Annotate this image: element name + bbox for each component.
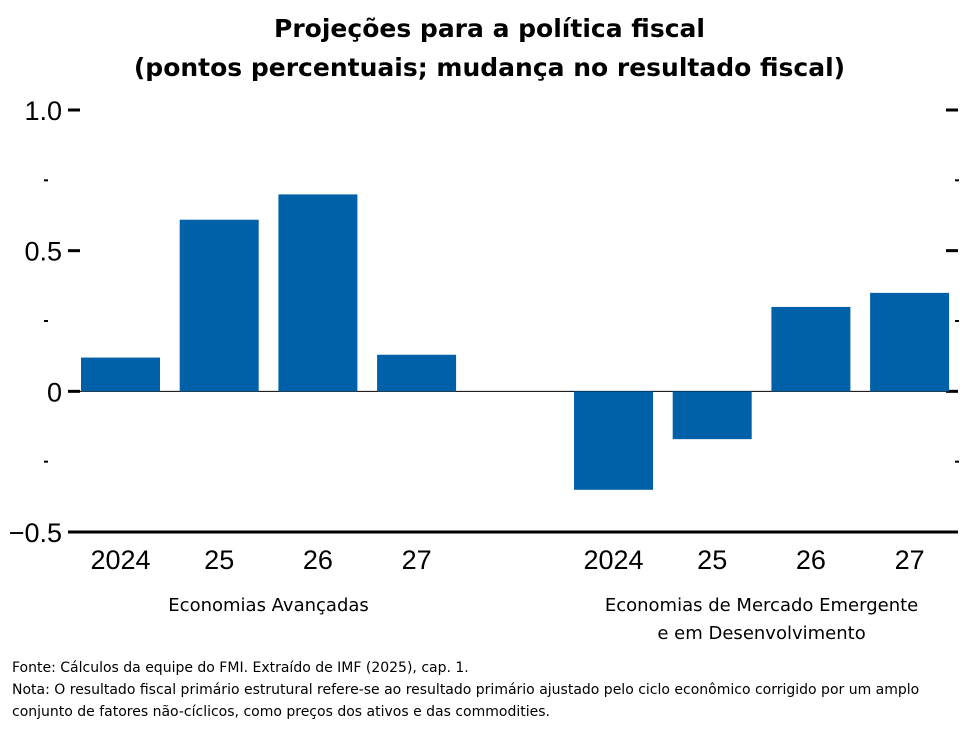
y-tick-label: 0.5: [24, 237, 62, 267]
bar-2-26: [771, 306, 851, 392]
x-tick-label: 27: [402, 545, 432, 575]
y-tick-label: −0.5: [9, 518, 62, 548]
bar-1-25: [179, 219, 259, 392]
bar-2-27: [870, 292, 950, 392]
x-tick-label: 26: [796, 545, 826, 575]
x-tick-label: 2024: [90, 545, 150, 575]
bar-chart: 1.0 0.5 0 −0.5 2024 25 26 27 Economias Avançadas…: [9, 96, 959, 644]
chart-title: Projeções para a política fiscal: [274, 14, 705, 43]
chart-subtitle: (pontos percentuais; mudança no resultad…: [133, 53, 846, 82]
bar-1-26: [278, 194, 358, 392]
bar-2-25: [672, 391, 752, 440]
bar-1-2024: [81, 357, 160, 392]
group-label: Economias de Mercado Emergente: [605, 595, 918, 616]
bar-1-27: [377, 354, 457, 392]
group-label: Economias Avançadas: [168, 595, 368, 616]
x-tick-label: 26: [303, 545, 333, 575]
x-tick-label: 25: [697, 545, 727, 575]
x-tick-label: 2024: [583, 545, 643, 575]
y-tick-label: 1.0: [24, 96, 62, 126]
y-tick-label: 0: [47, 377, 62, 407]
footnotes: Fonte: Cálculos da equipe do FMI. Extraí…: [12, 657, 972, 723]
explanatory-note: Nota: O resultado fiscal primário estrut…: [12, 682, 920, 720]
group-label: e em Desenvolvimento: [657, 623, 865, 644]
bar-2-2024: [574, 391, 653, 490]
x-tick-label: 27: [895, 545, 925, 575]
source-note: Fonte: Cálculos da equipe do FMI. Extraí…: [12, 660, 469, 676]
x-tick-label: 25: [204, 545, 234, 575]
